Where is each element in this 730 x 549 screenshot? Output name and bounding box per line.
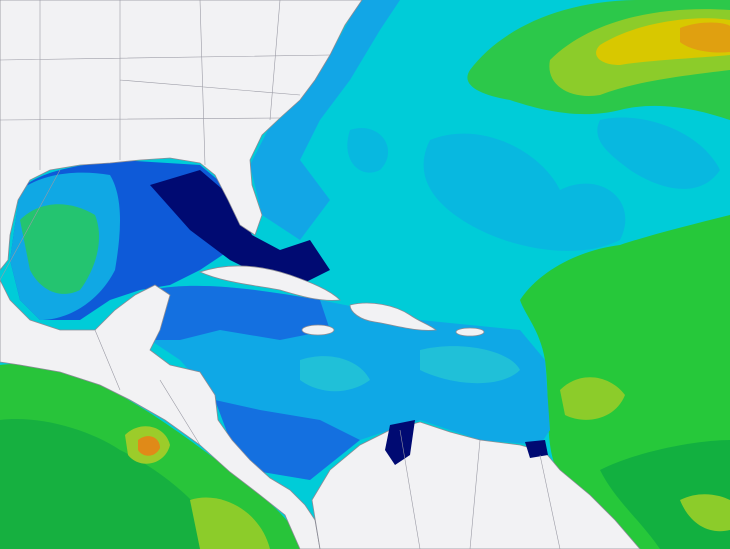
- sea-field: [525, 440, 548, 458]
- sea-field: [300, 356, 370, 392]
- sea-field: [560, 377, 625, 420]
- hispaniola: [349, 302, 437, 331]
- puerto-rico: [455, 327, 485, 337]
- sea-field: [20, 204, 100, 294]
- sea-field: [597, 117, 720, 189]
- sea-field: [347, 128, 389, 173]
- sea-field: [250, 0, 400, 240]
- jamaica: [301, 324, 335, 336]
- sea-field: [423, 133, 626, 251]
- sea-field: [680, 22, 730, 53]
- sea-field: [0, 419, 230, 549]
- cuba: [198, 265, 341, 301]
- sea-field: [150, 170, 330, 285]
- sea-field: [138, 436, 160, 456]
- sea-field: [215, 400, 360, 480]
- borders: [0, 0, 561, 549]
- north-america: [0, 0, 363, 271]
- sea-field: [680, 494, 730, 532]
- sea-field: [385, 420, 415, 465]
- central-america: [0, 279, 321, 549]
- sea-field: [190, 497, 270, 549]
- sea-field: [420, 346, 520, 384]
- sea-field: [150, 285, 330, 340]
